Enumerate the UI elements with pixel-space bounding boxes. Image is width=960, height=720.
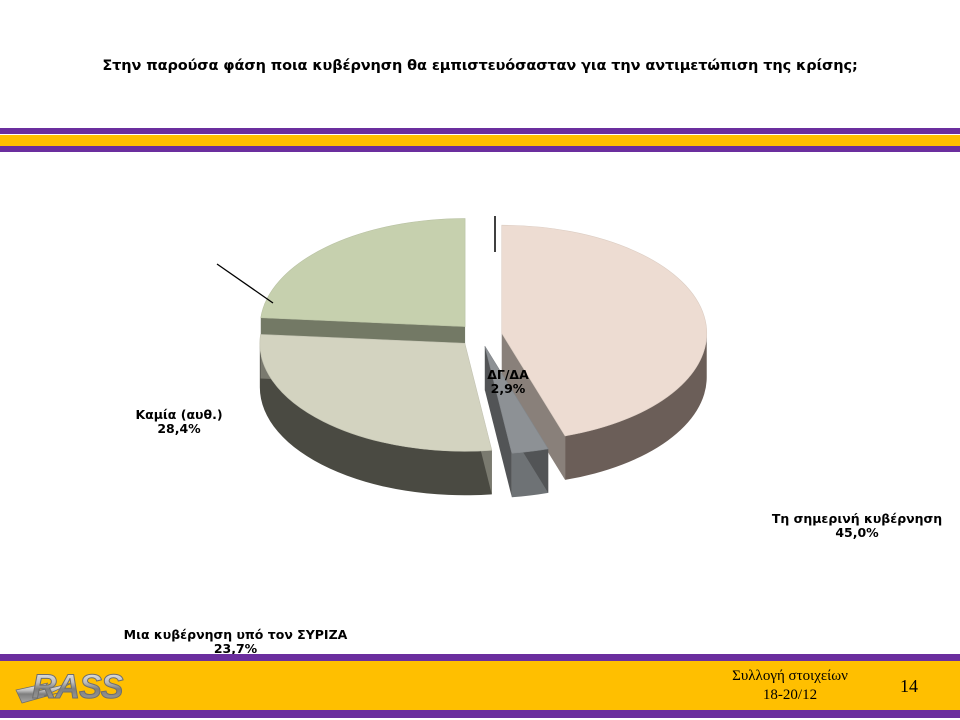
logo-slash-icon bbox=[15, 682, 73, 704]
leader-line-kamia bbox=[216, 263, 274, 304]
pie-slice-2[interactable] bbox=[259, 334, 493, 496]
pie-chart-svg bbox=[216, 216, 708, 498]
rass-logo: RASS bbox=[15, 668, 125, 707]
slice-cut-face bbox=[501, 333, 566, 480]
slice-label-simerini-value: 45,0% bbox=[835, 525, 879, 540]
header-divider bbox=[0, 128, 960, 153]
slice-label-dgda-value: 2,9% bbox=[490, 381, 526, 396]
slide-footer: RASS Συλλογή στοιχείων 18-20/12 14 bbox=[0, 654, 960, 720]
data-collection-note: Συλλογή στοιχείων 18-20/12 bbox=[690, 667, 890, 705]
slice-label-dgda: ΔΓ/ΔΑ 2,9% bbox=[438, 368, 578, 396]
footer-band-purple-bottom bbox=[0, 710, 960, 718]
slice-top-face bbox=[501, 224, 708, 437]
slice-label-simerini: Τη σημερινή κυβέρνηση 45,0% bbox=[752, 512, 960, 540]
slice-cut-face bbox=[484, 346, 512, 498]
slice-label-kamia-name: Καμία (αυθ.) bbox=[135, 407, 223, 422]
slice-label-kamia-value: 28,4% bbox=[157, 421, 201, 436]
page-title: Στην παρούσα φάση ποια κυβέρνηση θα εμπι… bbox=[102, 58, 858, 74]
pie-slice-0[interactable] bbox=[501, 224, 708, 480]
slice-label-dgda-name: ΔΓ/ΔΑ bbox=[487, 367, 529, 382]
slice-label-kamia: Καμία (αυθ.) 28,4% bbox=[104, 408, 254, 436]
slice-label-syriza-name: Μια κυβέρνηση υπό τον ΣΥΡΙΖΑ bbox=[123, 627, 348, 642]
slice-top-face bbox=[484, 345, 549, 454]
footer-band-orange bbox=[0, 661, 960, 710]
slice-wall bbox=[565, 333, 707, 480]
slice-wall bbox=[259, 343, 492, 496]
slice-top-face bbox=[260, 218, 466, 327]
slice-label-simerini-name: Τη σημερινή κυβέρνηση bbox=[771, 511, 943, 526]
header-band-purple-top bbox=[0, 128, 960, 134]
pie-chart: Καμία (αυθ.) 28,4% Μια κυβέρνηση υπό τον… bbox=[0, 160, 960, 656]
footer-band-purple-top bbox=[0, 654, 960, 661]
header-band-orange bbox=[0, 135, 960, 146]
slice-label-syriza-value: 23,7% bbox=[213, 641, 258, 656]
pie-slice-1[interactable] bbox=[484, 345, 549, 498]
slice-top-face bbox=[259, 334, 493, 452]
page-number: 14 bbox=[900, 676, 918, 696]
data-collection-label: Συλλογή στοιχείων bbox=[732, 668, 848, 684]
header-band-purple-bottom bbox=[0, 146, 960, 152]
logo-wordmark: RASS bbox=[32, 668, 124, 706]
slice-label-syriza: Μια κυβέρνηση υπό τον ΣΥΡΙΖΑ 23,7% bbox=[118, 628, 353, 656]
data-collection-dates: 18-20/12 bbox=[762, 687, 818, 704]
